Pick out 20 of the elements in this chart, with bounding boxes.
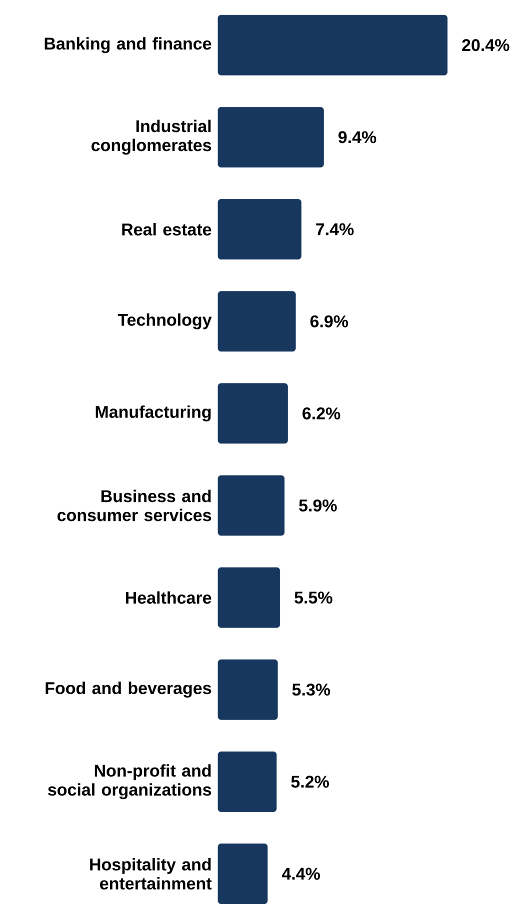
y-tick-label: Real estate	[122, 223, 212, 236]
data-label: 9.4%	[338, 131, 376, 144]
data-label: 20.4%	[462, 39, 510, 52]
y-tick-label: Hospitality and entertainment	[90, 858, 212, 890]
data-label: 6.2%	[302, 407, 340, 420]
data-label: 4.4%	[282, 868, 320, 880]
y-tick-label: Food and beverages	[46, 682, 212, 698]
y-tick-label: Business and consumer services	[57, 490, 212, 522]
y-tick-label: Banking and finance	[44, 37, 212, 54]
y-tick-label: Technology	[118, 313, 212, 330]
data-label: 5.3%	[292, 684, 330, 696]
data-label: 5.5%	[294, 592, 332, 604]
data-label: 6.9%	[310, 315, 348, 328]
y-tick-label: Non-profit and social organizations	[48, 764, 212, 800]
data-label: 7.4%	[316, 223, 354, 236]
y-tick-label: Industrial conglomerates	[92, 120, 212, 155]
data-label: 5.9%	[299, 499, 337, 512]
y-tick-label: Healthcare	[126, 591, 212, 604]
y-tick-label: Manufacturing	[96, 405, 211, 422]
data-label: 5.2%	[291, 776, 329, 788]
